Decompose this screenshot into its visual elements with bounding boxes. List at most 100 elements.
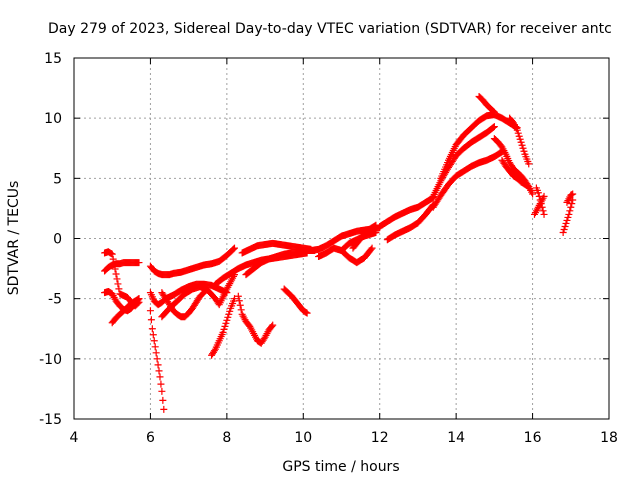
series-trace-32 (563, 190, 577, 206)
series-trace-28 (506, 114, 533, 168)
series-trace-31 (559, 196, 577, 236)
data-point (225, 310, 233, 318)
data-point (160, 405, 168, 413)
x-axis-label: GPS time / hours (282, 459, 399, 475)
data-point (524, 182, 532, 190)
series-trace-16 (307, 224, 384, 255)
series-trace-25 (475, 93, 498, 116)
data-point (515, 132, 523, 140)
series-trace-7 (146, 307, 168, 413)
data-point (110, 260, 118, 268)
data-point (519, 144, 527, 152)
data-point (159, 396, 167, 404)
series-trace-21 (383, 201, 437, 244)
data-point (220, 325, 228, 333)
data-point (563, 216, 571, 224)
y-tick-label: 15 (44, 51, 62, 67)
data-point (534, 189, 542, 197)
series-trace-9 (158, 271, 238, 321)
series-trace-27 (498, 156, 533, 191)
data-point (109, 255, 117, 263)
data-point (559, 228, 567, 236)
data-point (518, 141, 526, 149)
data-point (540, 210, 548, 218)
data-point (231, 244, 238, 252)
data-point (135, 295, 143, 303)
data-point (566, 207, 574, 215)
data-point (151, 343, 159, 351)
y-tick-label: -5 (48, 292, 62, 308)
data-point (156, 373, 164, 381)
data-point (223, 316, 231, 324)
data-point (114, 280, 122, 288)
series-trace-5 (146, 244, 238, 279)
data-point (149, 331, 157, 339)
series-trace-20 (376, 194, 437, 230)
y-axis-label: SDTVAR / TECUs (6, 181, 22, 296)
x-tick-label: 16 (524, 430, 542, 446)
data-point (303, 309, 311, 317)
data-point (268, 322, 276, 330)
data-point (111, 265, 119, 273)
data-point (236, 301, 244, 309)
y-tick-label: -10 (39, 352, 62, 368)
y-tick-label: 5 (53, 171, 62, 187)
data-point (560, 225, 568, 233)
series-trace-1 (101, 259, 143, 275)
series-trace-30 (530, 192, 548, 218)
data-point (112, 270, 120, 278)
data-point (155, 367, 163, 375)
series-trace-26 (490, 135, 537, 198)
data-point (150, 337, 158, 345)
data-point (146, 307, 154, 315)
data-point (219, 328, 227, 336)
data-point (224, 313, 232, 321)
x-tick-label: 8 (222, 430, 231, 446)
series-trace-23 (429, 148, 506, 211)
data-point (237, 306, 245, 314)
x-tick-label: 12 (371, 430, 389, 446)
data-point (235, 297, 243, 305)
data-point (226, 307, 234, 315)
data-point (490, 108, 498, 116)
data-point (525, 183, 533, 191)
y-tick-label: -15 (39, 412, 62, 428)
series-trace-19 (349, 221, 380, 252)
data-point (152, 349, 160, 357)
data-point (157, 380, 165, 388)
data-point (107, 250, 115, 258)
data-point (234, 292, 242, 300)
data-point (134, 295, 142, 303)
data-point (529, 190, 537, 198)
axis-ticks: 4 6 8 10 12 14 16 18 -15 -10 -5 0 5 10 15 (39, 51, 618, 446)
data-point (520, 147, 528, 155)
data-point (540, 192, 548, 200)
data-point (525, 160, 533, 168)
series-trace-8 (158, 289, 208, 321)
data-point (147, 316, 155, 324)
data-point (516, 135, 524, 143)
data-point (568, 191, 576, 199)
data-point (158, 387, 166, 395)
y-tick-label: 10 (44, 111, 62, 127)
data-point (490, 123, 498, 131)
data-point (489, 123, 497, 131)
data-point (302, 309, 310, 317)
data-point (210, 347, 218, 355)
data-point (148, 325, 156, 333)
series-trace-10 (208, 295, 238, 359)
data-point (222, 319, 230, 327)
x-tick-label: 18 (600, 430, 618, 446)
data-point (561, 222, 569, 230)
data-point (154, 361, 162, 369)
data-point (368, 244, 376, 252)
data-point (567, 203, 575, 211)
data-point (372, 228, 380, 236)
data-points (101, 93, 577, 413)
data-point (367, 245, 375, 253)
x-tick-label: 14 (447, 430, 465, 446)
data-point (565, 210, 573, 218)
series-trace-22 (429, 123, 498, 200)
data-point (221, 322, 229, 330)
